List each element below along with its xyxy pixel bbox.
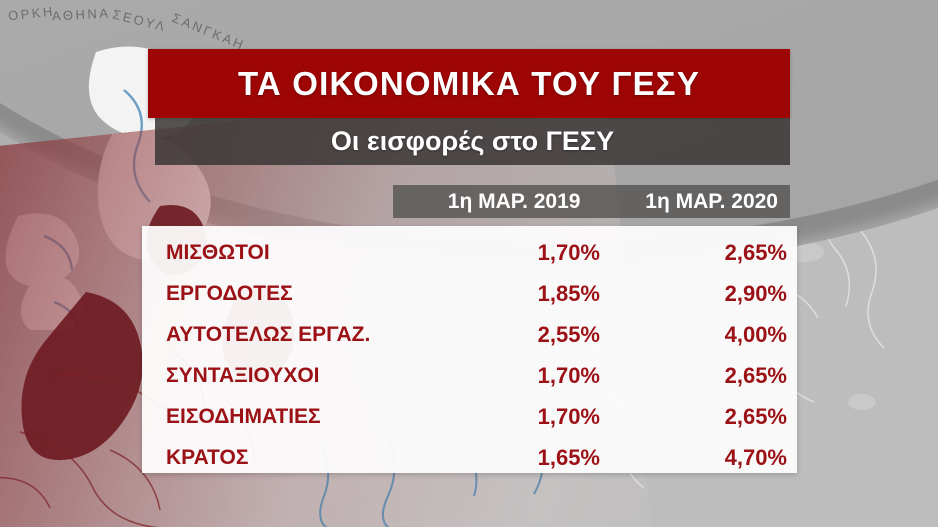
page-title: ΤΑ ΟΙΚΟΝΟΜΙΚΑ ΤΟΥ ΓΕΣΥ [237,64,701,102]
row-value-2020: 4,70% [724,444,787,470]
row-value-2020: 4,00% [724,321,787,347]
subtitle-bar: Οι εισφορές στο ΓΕΣΥ [155,118,790,165]
row-value-2019: 1,70% [537,239,600,265]
table-row: ΜΙΣΘΩΤΟΙ 1,70% 2,65% [142,232,797,273]
column-header-2019: 1η ΜΑΡ. 2019 [447,189,581,213]
table-row: ΕΡΓΟΔΟΤΕΣ 1,85% 2,90% [142,273,797,314]
table-row: ΑΥΤΟΤΕΛΩΣ ΕΡΓΑΖ. 2,55% 4,00% [142,314,797,355]
row-label: ΣΥΝΤΑΞΙΟΥΧΟΙ [166,363,320,387]
row-value-2019: 1,70% [537,362,600,388]
row-value-2019: 1,85% [537,280,600,306]
row-label: ΕΙΣΟΔΗΜΑΤΙΕΣ [166,404,321,428]
row-label: ΕΡΓΟΔΟΤΕΣ [166,281,293,305]
row-label: ΑΥΤΟΤΕΛΩΣ ΕΡΓΑΖ. [166,322,371,346]
row-value-2019: 2,55% [537,321,600,347]
table-row: ΕΙΣΟΔΗΜΑΤΙΕΣ 1,70% 2,65% [142,396,797,437]
row-label: ΜΙΣΘΩΤΟΙ [166,240,270,264]
table-row: ΣΥΝΤΑΞΙΟΥΧΟΙ 1,70% 2,65% [142,355,797,396]
row-value-2020: 2,65% [724,362,787,388]
row-value-2020: 2,65% [724,239,787,265]
table-row: ΚΡΑΤΟΣ 1,65% 4,70% [142,437,797,478]
row-value-2019: 1,70% [537,403,600,429]
page-subtitle: Οι εισφορές στο ΓΕΣΥ [330,126,615,156]
row-value-2019: 1,65% [537,444,600,470]
row-value-2020: 2,90% [724,280,787,306]
column-header-2020: 1η ΜΑΡ. 2020 [645,189,778,213]
title-banner: ΤΑ ΟΙΚΟΝΟΜΙΚΑ ΤΟΥ ΓΕΣΥ [148,49,790,118]
row-label: ΚΡΑΤΟΣ [166,445,249,469]
map-city-label: ΑΘΗΝΑ [51,5,111,24]
table-column-header-bar: 1η ΜΑΡ. 2019 1η ΜΑΡ. 2020 [393,185,790,218]
contributions-table: ΜΙΣΘΩΤΟΙ 1,70% 2,65% ΕΡΓΟΔΟΤΕΣ 1,85% 2,9… [142,226,797,473]
row-value-2020: 2,65% [724,403,787,429]
